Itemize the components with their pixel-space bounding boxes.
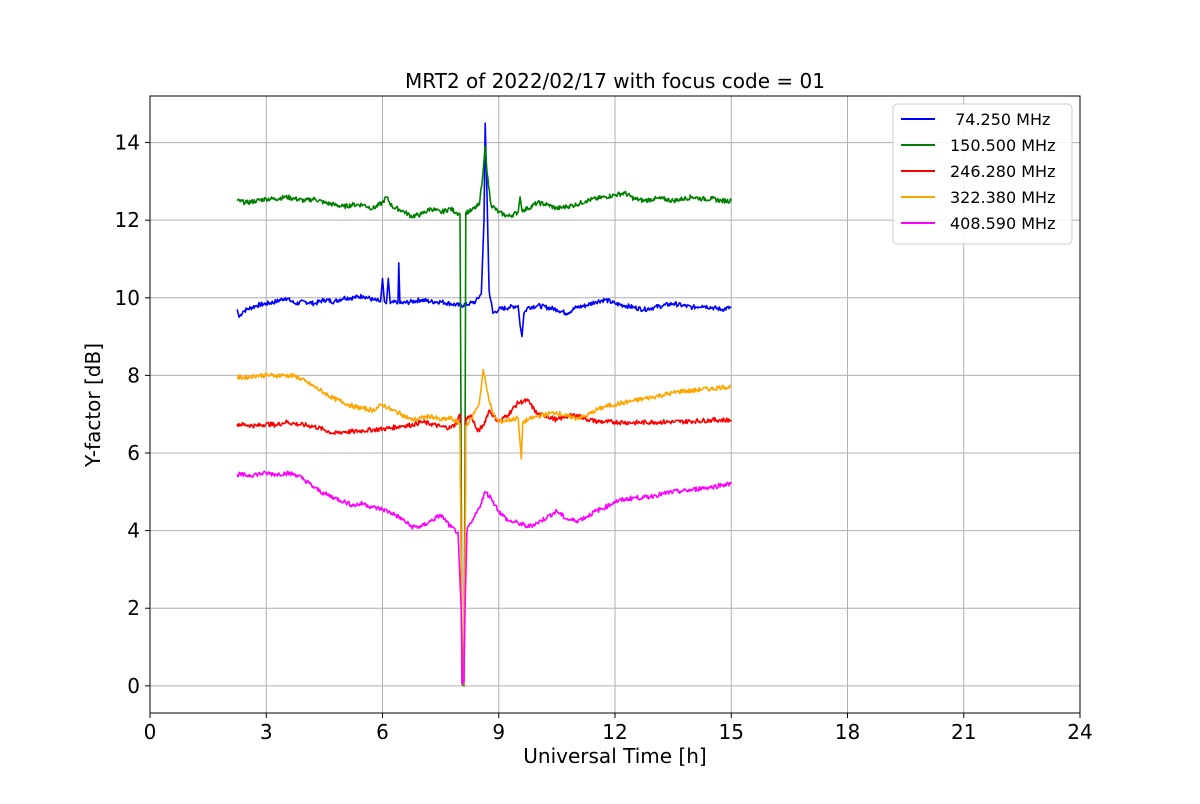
y-tick-label: 6 bbox=[127, 441, 140, 465]
x-tick-label: 15 bbox=[719, 720, 744, 744]
legend-label: 246.280 MHz bbox=[950, 162, 1055, 181]
legend-label: 408.590 MHz bbox=[950, 214, 1055, 233]
x-tick-label: 3 bbox=[260, 720, 273, 744]
y-tick-label: 8 bbox=[127, 363, 140, 387]
series-line-2 bbox=[236, 145, 732, 687]
y-tick-label: 0 bbox=[127, 674, 140, 698]
series-lines bbox=[236, 122, 732, 687]
x-tick-label: 0 bbox=[144, 720, 157, 744]
y-tick-label: 2 bbox=[127, 596, 140, 620]
y-tick-label: 4 bbox=[127, 519, 140, 543]
x-tick-label: 18 bbox=[835, 720, 860, 744]
legend-box bbox=[892, 103, 1073, 245]
x-tick-label: 24 bbox=[1067, 720, 1092, 744]
series-line-5 bbox=[236, 470, 732, 685]
y-tick-label: 12 bbox=[115, 208, 140, 232]
series-line-4 bbox=[236, 368, 732, 685]
y-tick-label: 14 bbox=[115, 131, 140, 155]
chart-title: MRT2 of 2022/02/17 with focus code = 01 bbox=[405, 69, 825, 93]
x-tick-label: 12 bbox=[602, 720, 627, 744]
legend: 74.250 MHz 150.500 MHz 246.280 MHz 322.380 … bbox=[892, 103, 1073, 245]
legend-label: 322.380 MHz bbox=[950, 188, 1055, 207]
x-tick-label: 21 bbox=[951, 720, 976, 744]
legend-label: 150.500 MHz bbox=[950, 136, 1055, 155]
x-tick-label: 9 bbox=[492, 720, 505, 744]
x-axis-label: Universal Time [h] bbox=[523, 744, 706, 768]
legend-label: 74.250 MHz bbox=[950, 110, 1050, 129]
y-axis-label: Y-factor [dB] bbox=[81, 343, 105, 468]
x-tick-label: 6 bbox=[376, 720, 389, 744]
series-line-3 bbox=[236, 398, 732, 685]
series-line-1 bbox=[236, 122, 732, 338]
y-tick-label: 10 bbox=[115, 286, 140, 310]
